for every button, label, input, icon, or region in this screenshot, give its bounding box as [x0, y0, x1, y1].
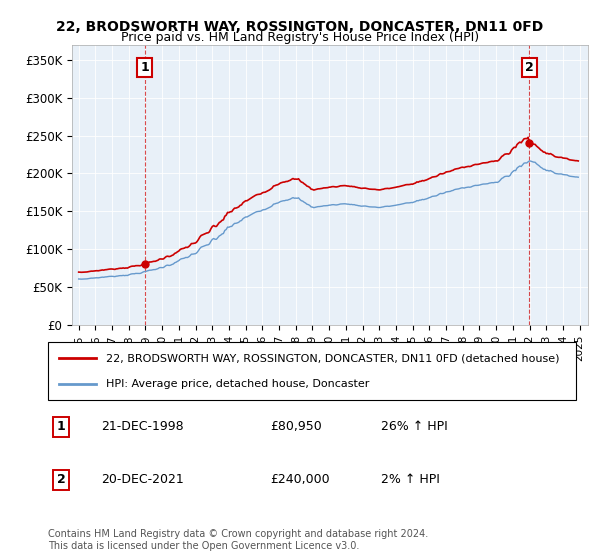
Text: 1: 1	[57, 420, 65, 433]
Text: 2: 2	[524, 61, 533, 74]
Text: 22, BRODSWORTH WAY, ROSSINGTON, DONCASTER, DN11 0FD: 22, BRODSWORTH WAY, ROSSINGTON, DONCASTE…	[56, 20, 544, 34]
Text: 21-DEC-1998: 21-DEC-1998	[101, 420, 184, 433]
Text: £80,950: £80,950	[270, 420, 322, 433]
Text: 20-DEC-2021: 20-DEC-2021	[101, 473, 184, 486]
FancyBboxPatch shape	[48, 342, 576, 400]
Text: Contains HM Land Registry data © Crown copyright and database right 2024.
This d: Contains HM Land Registry data © Crown c…	[48, 529, 428, 551]
Text: HPI: Average price, detached house, Doncaster: HPI: Average price, detached house, Donc…	[106, 379, 370, 389]
Text: £240,000: £240,000	[270, 473, 329, 486]
Text: Price paid vs. HM Land Registry's House Price Index (HPI): Price paid vs. HM Land Registry's House …	[121, 31, 479, 44]
Text: 1: 1	[140, 61, 149, 74]
Text: 26% ↑ HPI: 26% ↑ HPI	[380, 420, 448, 433]
Text: 22, BRODSWORTH WAY, ROSSINGTON, DONCASTER, DN11 0FD (detached house): 22, BRODSWORTH WAY, ROSSINGTON, DONCASTE…	[106, 353, 560, 363]
Text: 2% ↑ HPI: 2% ↑ HPI	[380, 473, 440, 486]
Text: 2: 2	[57, 473, 65, 486]
